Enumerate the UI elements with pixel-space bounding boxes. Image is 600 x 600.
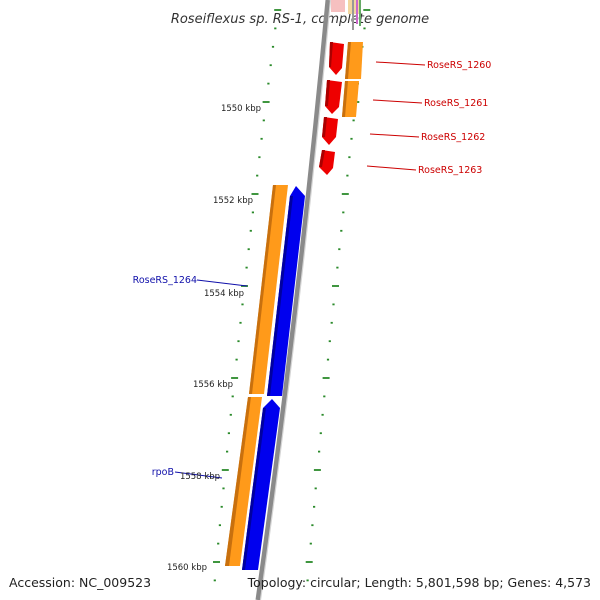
gene-label-roseRS-1261[interactable]: RoseRS_1261 [424, 98, 488, 109]
orange-cds-feature[interactable] [225, 397, 262, 566]
orange-cds-feature[interactable] [249, 185, 288, 394]
scale-label-1560-kbp: 1560 kbp [167, 563, 207, 573]
topology-text: Topology: circular; Length: 5,801,598 bp… [247, 575, 591, 590]
gene-label-roseRS-1262[interactable]: RoseRS_1262 [421, 132, 485, 143]
scale-label-1556-kbp: 1556 kbp [193, 380, 233, 390]
scale-label-1550-kbp: 1550 kbp [221, 104, 261, 114]
inner-scale-ticks [305, 9, 371, 582]
red-gene-feature[interactable] [329, 42, 344, 75]
map-title: Roseiflexus sp. RS-1, complete genome [171, 12, 429, 27]
orange-cds-feature[interactable] [342, 81, 359, 117]
red-gene-feature[interactable] [325, 80, 342, 114]
accession-text: Accession: NC_009523 [9, 575, 152, 590]
genome-backbone [255, 0, 331, 600]
gene-label-roseRS-1260[interactable]: RoseRS_1260 [427, 60, 491, 71]
gene-label-roseRS-1263[interactable]: RoseRS_1263 [418, 165, 482, 176]
scale-label-1552-kbp: 1552 kbp [213, 196, 253, 206]
scale-label-1558-kbp: 1558 kbp [180, 472, 220, 482]
gene-label-roseRS-1264[interactable]: RoseRS_1264 [133, 275, 197, 286]
outer-scale-ticks [213, 9, 282, 582]
blue-gene-feature[interactable] [242, 399, 280, 570]
genome-backbone-highlight [259, 0, 332, 600]
label-leader-lines [174, 61, 426, 479]
orange-cds-feature[interactable] [345, 42, 363, 79]
scale-label-1554-kbp: 1554 kbp [204, 289, 244, 299]
gene-label-rpoB[interactable]: rpoB [152, 467, 174, 478]
partial-feature-top [331, 0, 361, 30]
red-gene-feature[interactable] [319, 150, 335, 175]
blue-gene-feature[interactable] [267, 186, 305, 396]
red-gene-feature[interactable] [322, 117, 338, 145]
